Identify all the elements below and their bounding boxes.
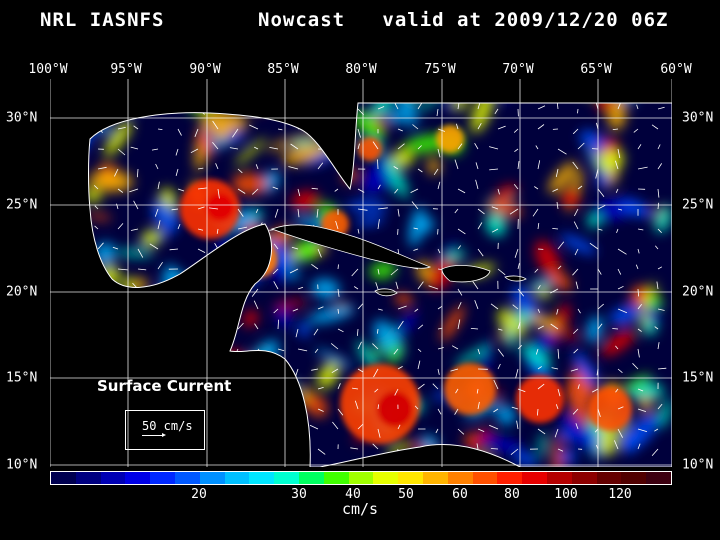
colorbar-segment — [373, 472, 399, 484]
colorbar-segment — [546, 472, 572, 484]
colorbar-label: 120 — [608, 487, 632, 502]
colorbar-segment — [224, 472, 250, 484]
colorbar-segment — [646, 472, 671, 484]
colorbar-segment — [298, 472, 324, 484]
lat-label: 20°N — [682, 284, 714, 300]
reference-arrow-icon — [142, 433, 166, 437]
puerto-rico-landmass — [504, 275, 527, 282]
colorbar-segment — [348, 472, 374, 484]
coastline — [88, 102, 672, 467]
colorbar-label: 40 — [345, 487, 361, 502]
colorbar-segment — [174, 472, 200, 484]
legend-title: Surface Current — [97, 377, 232, 395]
lat-label: 15°N — [682, 370, 714, 386]
lon-label: 80°W — [345, 62, 377, 77]
hispaniola-landmass — [441, 265, 491, 283]
colorbar-segment — [100, 472, 126, 484]
colorbar-label: 80 — [504, 487, 520, 502]
lat-label: 10°N — [6, 457, 38, 473]
colorbar-label: 50 — [398, 487, 414, 502]
colorbar — [50, 471, 672, 485]
lat-label: 25°N — [6, 197, 38, 213]
colorbar-label: 100 — [554, 487, 578, 502]
lon-label: 70°W — [502, 62, 534, 77]
colorbar-segment — [472, 472, 498, 484]
colorbar-label: 60 — [452, 487, 468, 502]
colorbar-segment — [571, 472, 597, 484]
valid-time-title: Nowcast valid at 2009/12/20 06Z — [258, 9, 669, 31]
model-title: NRL IASNFS — [40, 9, 165, 31]
colorbar-segment — [398, 472, 423, 484]
colorbar-segment — [447, 472, 473, 484]
colorbar-label: 20 — [191, 487, 207, 502]
colorbar-label: 30 — [291, 487, 307, 502]
colorbar-segment — [422, 472, 448, 484]
colorbar-unit: cm/s — [341, 500, 379, 518]
lat-label: 25°N — [682, 197, 714, 213]
colorbar-segment — [497, 472, 523, 484]
lon-label: 85°W — [267, 62, 299, 77]
colorbar-segment — [249, 472, 275, 484]
reference-vector-box: 50 cm/s — [125, 410, 205, 450]
current-speed-map — [50, 79, 672, 467]
lat-label: 15°N — [6, 370, 38, 386]
colorbar-segment — [75, 472, 101, 484]
colorbar-segment — [150, 472, 175, 484]
colorbar-segment — [596, 472, 622, 484]
lon-label: 90°W — [189, 62, 221, 77]
lon-label: 60°W — [660, 62, 692, 77]
lat-label: 10°N — [682, 457, 714, 473]
colorbar-segment — [199, 472, 225, 484]
cuba-landmass — [270, 224, 432, 269]
lat-label: 20°N — [6, 284, 38, 300]
reference-vector-label: 50 cm/s — [142, 419, 193, 433]
colorbar-segment — [51, 472, 76, 484]
lon-label: 95°W — [110, 62, 142, 77]
lat-label: 30°N — [6, 110, 38, 126]
lat-label: 30°N — [682, 110, 714, 126]
colorbar-segment — [125, 472, 151, 484]
colorbar-segment — [323, 472, 349, 484]
colorbar-segment — [274, 472, 299, 484]
lon-label: 65°W — [580, 62, 612, 77]
colorbar-segment — [522, 472, 547, 484]
graticule — [50, 79, 672, 467]
lon-label: 100°W — [28, 62, 68, 77]
lon-label: 75°W — [424, 62, 456, 77]
colorbar-segment — [621, 472, 647, 484]
